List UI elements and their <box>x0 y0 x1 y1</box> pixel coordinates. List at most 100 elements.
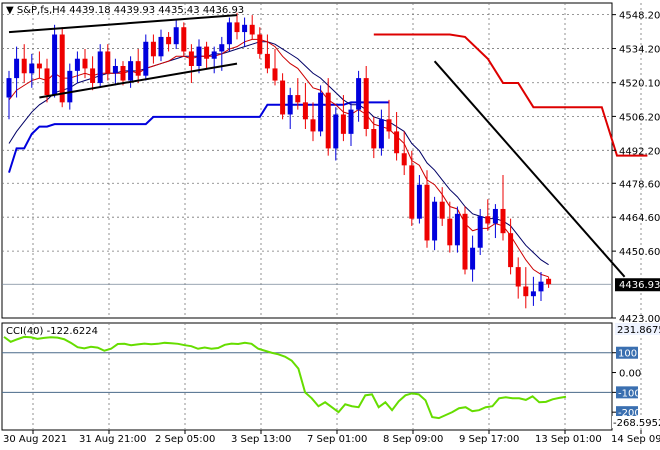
candle <box>143 34 149 81</box>
cci-tick-badge <box>616 346 638 359</box>
candle-body <box>530 291 536 297</box>
price-tick-label: 4548.20 <box>619 11 660 22</box>
channel-bands <box>8 33 648 173</box>
symbol-caption: ▼ S&P,fs,H4 4439.18 4439.93 4435.43 4436… <box>6 5 244 16</box>
price-pane-border <box>1 2 613 319</box>
axes: 4548.20 4534.20 4520.10 4506.20 4492.20 4478.… <box>3 11 660 445</box>
candle-body <box>242 24 248 33</box>
candle-body <box>105 51 111 74</box>
candle-body <box>371 129 377 149</box>
candle-body <box>295 95 301 103</box>
candle <box>234 12 240 40</box>
candle <box>52 24 58 98</box>
price-tick-label: 4464.60 <box>619 213 660 224</box>
candle-body <box>173 27 179 45</box>
candle-body <box>166 36 172 45</box>
candle-body <box>325 92 331 149</box>
ohlc-values: 4439.18 4439.93 4435.43 4436.93 <box>69 5 244 16</box>
candle-body <box>52 34 58 96</box>
candle <box>226 17 232 52</box>
cci-tick-badge <box>616 386 638 399</box>
candle-body <box>204 46 210 59</box>
candle <box>318 85 324 137</box>
candle-body <box>196 46 202 66</box>
candle-body <box>257 34 263 54</box>
candle-body <box>249 24 255 35</box>
candle-body <box>135 61 141 76</box>
candle <box>424 170 430 248</box>
candle <box>14 46 20 98</box>
lower-band-line <box>8 101 389 173</box>
candle-body <box>485 216 491 224</box>
candle-body <box>143 41 149 76</box>
candle-body <box>318 92 324 132</box>
candle <box>112 58 118 86</box>
cci-top-badge: 231.8675 <box>615 323 660 336</box>
candle <box>485 199 491 231</box>
candle-body <box>181 27 187 52</box>
candle <box>386 99 392 139</box>
candle-body <box>416 184 422 219</box>
candle <box>310 102 316 142</box>
price-tick-label: 4423.00 <box>619 314 660 325</box>
cci-tick-label: 0.00 <box>619 369 641 380</box>
price-tick-label: 4506.20 <box>619 112 660 123</box>
candle-body <box>158 36 164 57</box>
trendline <box>39 62 238 99</box>
time-tick-label: 7 Sep 01:00 <box>307 434 367 445</box>
time-tick-label: 3 Sep 13:00 <box>231 434 291 445</box>
dropdown-triangle-icon[interactable]: ▼ <box>6 5 17 16</box>
cci-tick-badge <box>616 406 638 419</box>
candle-body <box>188 51 194 66</box>
candle-body <box>36 63 42 69</box>
candle <box>29 53 35 88</box>
candle-body <box>500 208 506 234</box>
candle-body <box>356 78 362 110</box>
candle <box>181 22 187 57</box>
candle-body <box>234 22 240 33</box>
time-tick-label: 9 Sep 17:00 <box>459 434 519 445</box>
candlesticks <box>6 12 552 309</box>
trendline <box>8 14 238 34</box>
candle <box>242 17 248 47</box>
candle <box>416 175 422 224</box>
candle <box>508 218 514 275</box>
candle-body <box>14 58 20 79</box>
candle <box>325 78 331 156</box>
candle-body <box>226 22 232 45</box>
candle-body <box>340 114 346 134</box>
cci-indicator <box>2 335 612 420</box>
candle-body <box>401 153 407 166</box>
candle-body <box>67 70 73 103</box>
candle <box>67 63 73 110</box>
trendline <box>433 60 626 278</box>
candle <box>196 39 202 74</box>
candle-body <box>378 119 384 149</box>
candle <box>454 206 460 253</box>
time-tick-label: 30 Aug 2021 <box>3 434 67 445</box>
last-price-badge: 4436.93 <box>615 278 660 292</box>
candle-body <box>477 216 483 248</box>
candle-body <box>128 61 134 81</box>
candle <box>295 78 301 110</box>
candle-body <box>302 102 308 120</box>
candle-body <box>492 208 498 224</box>
candle <box>302 82 308 129</box>
candle <box>249 15 255 40</box>
candle <box>204 41 210 69</box>
candle-body <box>287 95 293 115</box>
candle <box>356 70 362 122</box>
candle <box>462 206 468 275</box>
candle-body <box>120 66 126 81</box>
cci-bottom-badge: -268.5952 <box>612 416 660 429</box>
candle <box>158 29 164 62</box>
candle <box>333 107 339 161</box>
cci-caption: CCI(40) -122.6224 <box>6 326 98 337</box>
candle-body <box>523 286 529 297</box>
candle <box>470 235 476 282</box>
cci-tick-label: -200 <box>618 408 641 419</box>
candle <box>74 51 80 83</box>
candle-body <box>90 68 96 83</box>
candle-body <box>462 213 468 270</box>
